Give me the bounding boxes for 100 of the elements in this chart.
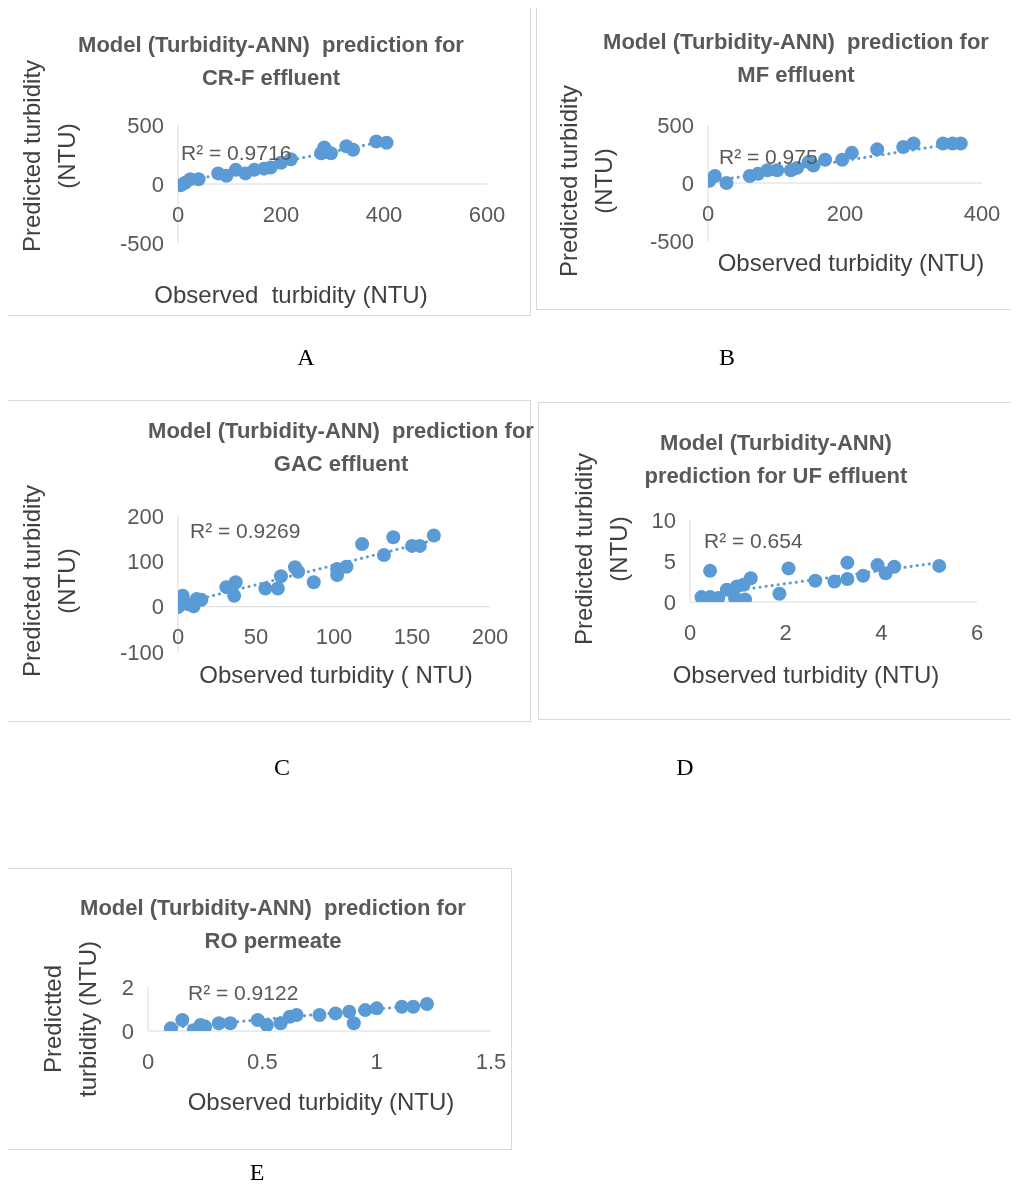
point	[419, 996, 434, 1011]
point	[840, 555, 855, 570]
point	[228, 575, 243, 590]
y-axis-title: Predicted turbidity (NTU)	[569, 451, 633, 648]
y-tick-label: 0	[151, 594, 164, 620]
x-axis-title: Observed turbidity (NTU)	[153, 281, 429, 309]
point	[406, 999, 421, 1014]
point	[291, 564, 306, 579]
x-tick-label: 200	[262, 201, 300, 227]
point	[808, 573, 823, 588]
point	[227, 588, 242, 603]
chart-title: Model (Turbidity-ANN) prediction for CR-F effluent	[77, 31, 465, 92]
x-tick-label: 200	[826, 200, 864, 226]
point	[426, 528, 441, 543]
annotation: R² = 0.9716	[181, 141, 292, 165]
x-tick-label: 1	[370, 1048, 383, 1074]
annotation: R² = 0.9269	[190, 519, 301, 543]
point	[770, 163, 785, 178]
point	[339, 559, 354, 574]
x-tick-label: 2	[779, 619, 792, 645]
text: E	[248, 1159, 266, 1184]
x-axis-title: Observed turbidity (NTU)	[717, 249, 985, 276]
point	[870, 142, 885, 157]
annotation: R² = 0.654	[704, 529, 803, 553]
point	[342, 1004, 357, 1019]
point	[270, 581, 285, 596]
point	[379, 135, 394, 150]
point	[355, 537, 370, 552]
point	[306, 575, 321, 590]
x-tick-label: 600	[468, 201, 506, 227]
point	[932, 558, 947, 573]
x-axis-title: Observed turbidity (NTU)	[186, 1088, 456, 1116]
point	[827, 574, 842, 589]
y-tick-label: 100	[127, 549, 164, 575]
point	[312, 1007, 327, 1022]
x-tick-label: 100	[315, 624, 353, 650]
y-axis-title: Predicted turbidity (NTU)	[17, 483, 81, 680]
y-tick-label: 5	[663, 548, 676, 574]
point	[896, 140, 911, 155]
point	[369, 1001, 384, 1016]
point	[870, 558, 885, 573]
x-tick-label: 0.5	[247, 1048, 278, 1074]
point	[273, 569, 288, 584]
y-tick-label: 2	[121, 974, 134, 1000]
annotation: R² = 0.9122	[188, 981, 299, 1005]
y-tick-label: 0	[663, 589, 676, 615]
point	[175, 1013, 190, 1027]
point	[346, 142, 361, 157]
point	[743, 571, 758, 586]
y-tick-label: 200	[127, 503, 164, 529]
point	[844, 145, 859, 160]
point	[708, 169, 722, 184]
point	[772, 586, 787, 601]
text: C	[273, 754, 291, 780]
point	[259, 1018, 274, 1031]
y-tick-label: 0	[151, 171, 164, 197]
point	[386, 530, 401, 545]
chart-title: Model (Turbidity-ANN) prediction for GAC effluent	[147, 417, 535, 478]
point	[835, 152, 850, 167]
point	[887, 559, 902, 574]
point	[818, 152, 833, 167]
y-tick-label: 10	[651, 507, 676, 533]
point	[346, 1016, 361, 1031]
x-tick-label: 0	[171, 624, 185, 650]
y-tick-label: 0	[121, 1018, 134, 1044]
point	[856, 568, 871, 583]
x-tick-label: 1.5	[475, 1048, 507, 1074]
text: B	[718, 344, 736, 370]
y-axis-title: Predicted turbidity (NTU)	[18, 59, 80, 253]
annotation: R² = 0.975	[719, 145, 818, 169]
y-tick-label: 500	[127, 112, 164, 138]
y-tick-label: 500	[657, 112, 694, 138]
x-axis-title: Observed turbidity ( NTU)	[199, 661, 473, 688]
point	[358, 1003, 373, 1018]
text: D	[675, 754, 695, 780]
x-tick-label: 6	[970, 619, 984, 645]
point	[781, 561, 796, 576]
point	[703, 563, 718, 578]
point	[840, 572, 855, 587]
y-tick-label: -100	[119, 639, 164, 665]
x-tick-label: 50	[243, 624, 269, 650]
y-tick-label: -500	[119, 230, 164, 256]
point	[223, 1016, 238, 1031]
y-tick-label: 0	[681, 170, 694, 196]
point	[906, 136, 921, 151]
y-axis-title: Predictted turbidity (NTU)	[37, 940, 102, 1099]
point	[719, 176, 734, 190]
chart-title: Model (Turbidity-ANN) prediction for UF effluent	[643, 429, 909, 490]
x-tick-label: 400	[963, 200, 1001, 226]
y-tick-label: -500	[649, 228, 694, 254]
x-tick-label: 0	[171, 201, 185, 227]
point	[258, 581, 273, 596]
x-tick-label: 400	[365, 201, 403, 227]
x-tick-label: 4	[875, 619, 888, 645]
point	[211, 1016, 226, 1031]
x-tick-label: 150	[393, 624, 431, 650]
point	[289, 1007, 304, 1022]
point	[328, 1006, 343, 1021]
text: A	[296, 344, 316, 370]
x-tick-label: 200	[471, 624, 509, 650]
